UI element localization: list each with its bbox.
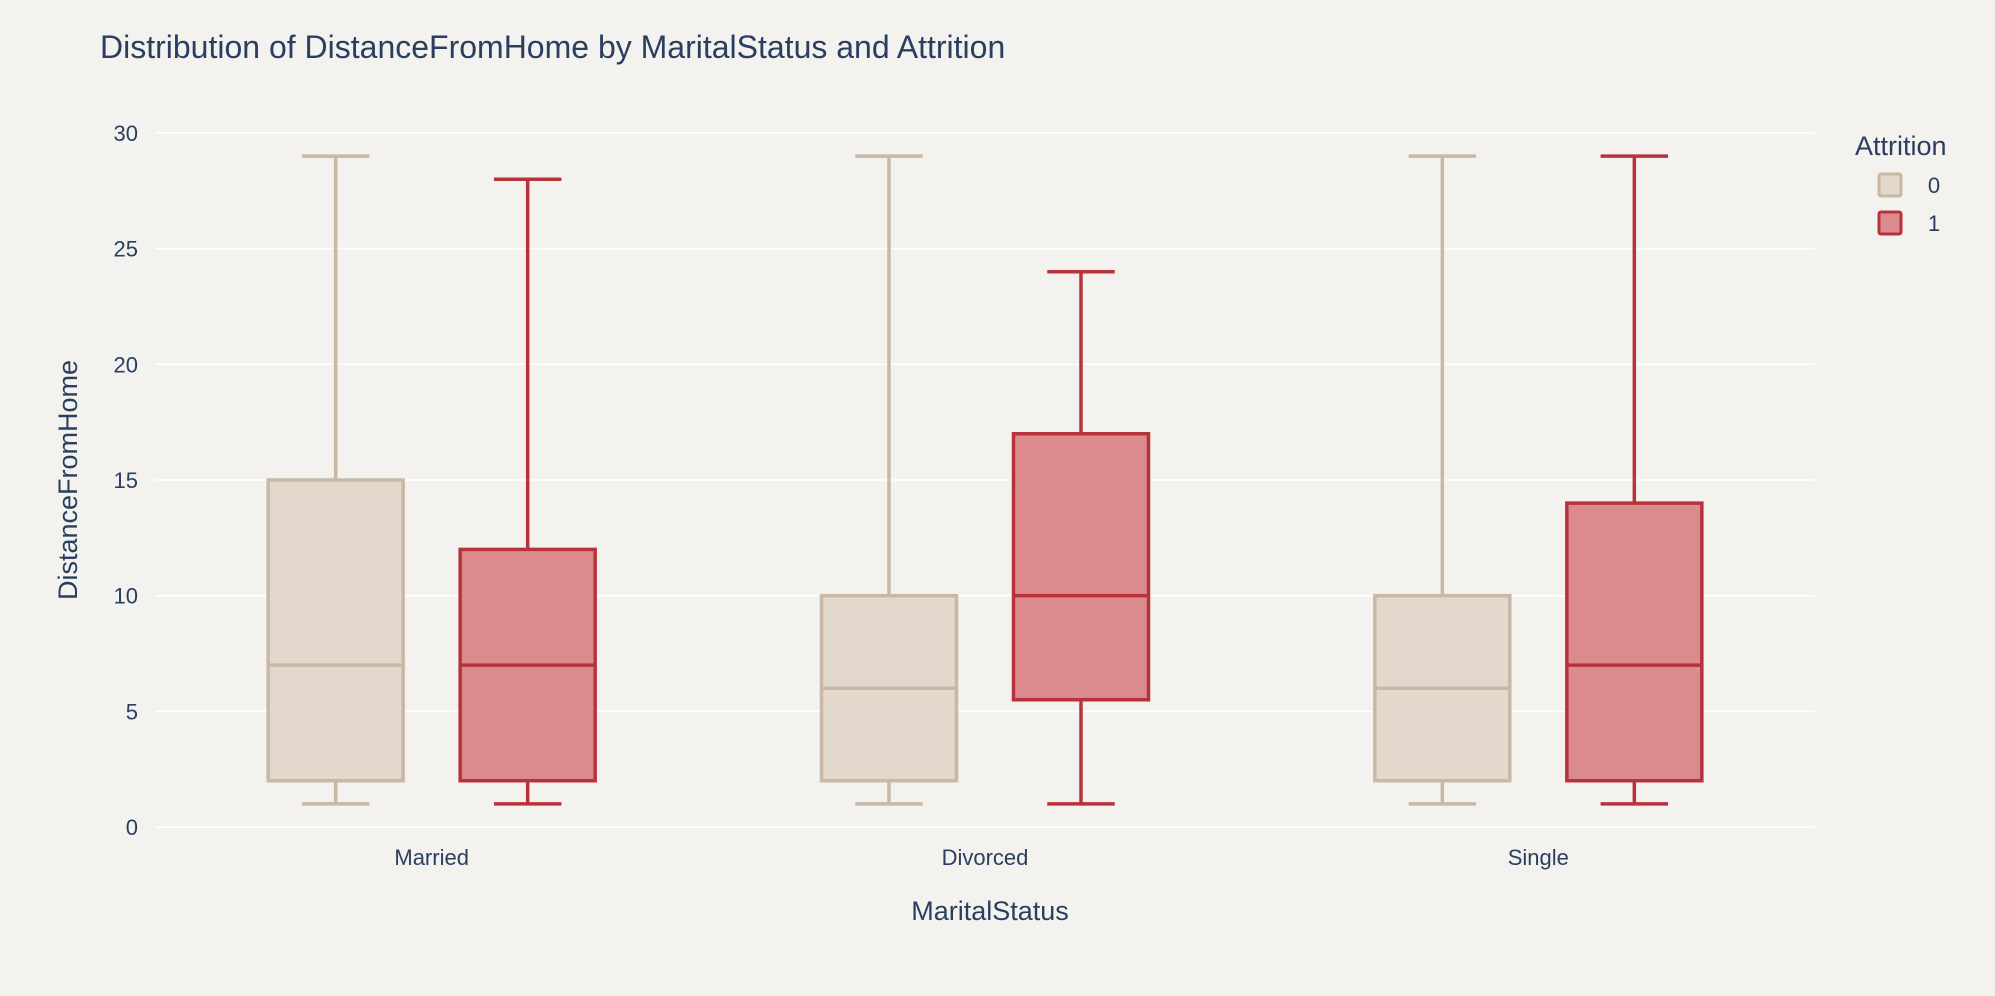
y-tick-label: 30 — [114, 121, 138, 146]
box — [819, 154, 959, 806]
legend-swatch — [1877, 172, 1903, 198]
gridlines — [155, 132, 1815, 828]
series-0 — [266, 154, 1512, 806]
y-tick-label: 20 — [114, 352, 138, 377]
box — [266, 154, 405, 806]
y-axis-title: DistanceFromHome — [53, 360, 83, 600]
y-tick-label: 0 — [126, 815, 138, 840]
legend[interactable]: Attrition 0 1 — [1855, 131, 1947, 236]
box-iqr — [1565, 501, 1704, 783]
x-tick-label: Single — [1508, 845, 1569, 870]
legend-title: Attrition — [1855, 131, 1947, 161]
y-tick-label: 5 — [126, 699, 138, 724]
box — [1373, 154, 1512, 806]
y-tick-label: 10 — [114, 584, 138, 609]
y-axis-ticks: 0 5 10 15 20 25 30 — [114, 121, 138, 840]
legend-label: 0 — [1928, 173, 1940, 198]
y-tick-label: 15 — [114, 468, 138, 493]
legend-label: 1 — [1928, 211, 1940, 236]
x-tick-label: Divorced — [942, 845, 1029, 870]
box — [1011, 270, 1151, 806]
legend-swatch — [1877, 210, 1903, 236]
legend-item-0[interactable]: 0 — [1877, 172, 1940, 198]
x-axis-title: MaritalStatus — [911, 896, 1069, 926]
box — [1565, 154, 1704, 806]
box-series — [266, 154, 1704, 806]
box-iqr — [1011, 431, 1151, 702]
legend-item-1[interactable]: 1 — [1877, 210, 1940, 236]
y-tick-label: 25 — [114, 237, 138, 262]
x-axis-ticks: Married Divorced Single — [394, 845, 1569, 870]
chart-title: Distribution of DistanceFromHome by Mari… — [100, 29, 1005, 65]
series-1 — [458, 154, 1704, 806]
box — [458, 177, 597, 806]
box-iqr — [266, 478, 405, 783]
x-tick-label: Married — [394, 845, 469, 870]
